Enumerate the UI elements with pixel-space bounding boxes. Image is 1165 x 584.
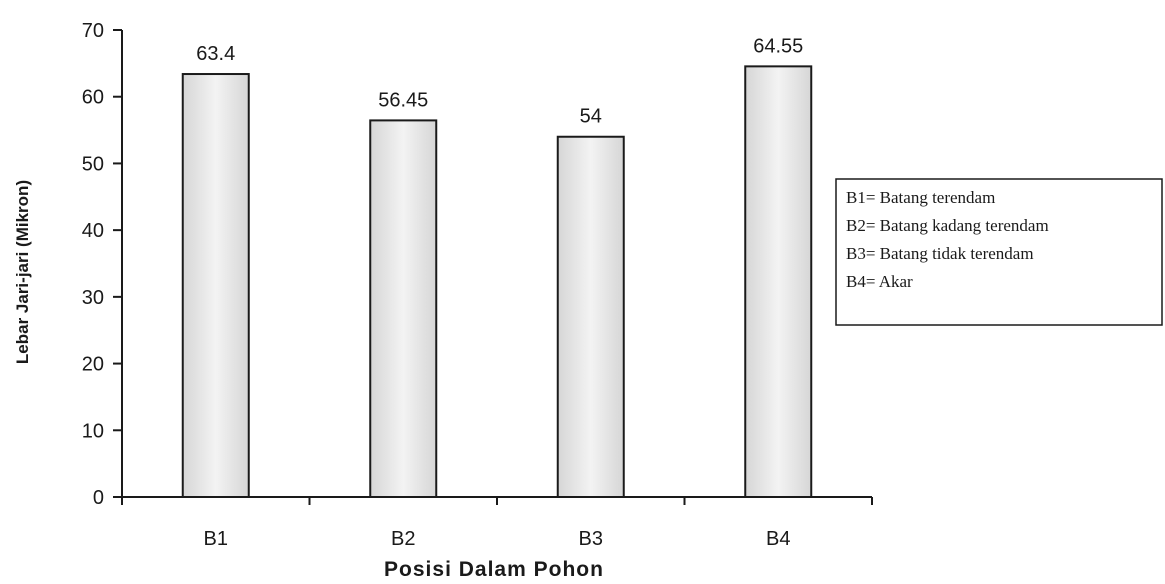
bar-b1 — [181, 73, 250, 498]
x-tick-label-b3: B3 — [579, 528, 603, 550]
x-tick-label-b2: B2 — [391, 528, 415, 550]
data-label-b3: 54 — [580, 106, 602, 128]
x-axis-title: Posisi Dalam Pohon — [384, 558, 604, 581]
y-tick-label: 20 — [82, 354, 104, 376]
bar-b2 — [369, 119, 438, 498]
y-tick-label: 30 — [82, 287, 104, 309]
bar-b3 — [556, 135, 625, 498]
legend-entry-b3: B3= Batang tidak terendam — [846, 244, 1034, 263]
data-label-b2: 56.45 — [378, 89, 428, 111]
x-axis-ticks: B1 B2 B3 B4 — [121, 497, 873, 550]
legend-box — [835, 178, 1163, 326]
bars — [181, 65, 813, 498]
y-axis-title: Lebar Jari-jari (Mikron) — [13, 180, 32, 364]
y-tick-label: 0 — [93, 487, 104, 509]
x-tick-label-b4: B4 — [766, 528, 790, 550]
bar-b4 — [744, 65, 813, 498]
y-tick-label: 40 — [82, 220, 104, 242]
y-axis-ticks: 0 10 20 30 40 50 60 70 — [82, 20, 122, 509]
y-tick-label: 70 — [82, 20, 104, 42]
y-tick-label: 50 — [82, 153, 104, 175]
legend-entry-b2: B2= Batang kadang terendam — [846, 216, 1049, 235]
legend: B1= Batang terendam B2= Batang kadang te… — [835, 178, 1163, 326]
x-tick-label-b1: B1 — [204, 528, 228, 550]
legend-entry-b1: B1= Batang terendam — [846, 188, 995, 207]
y-tick-label: 60 — [82, 87, 104, 109]
data-labels: 63.4 56.45 54 64.55 — [196, 35, 803, 127]
legend-entry-b4: B4= Akar — [846, 272, 913, 291]
data-label-b4: 64.55 — [753, 35, 803, 57]
y-tick-label: 10 — [82, 420, 104, 442]
data-label-b1: 63.4 — [196, 43, 235, 65]
